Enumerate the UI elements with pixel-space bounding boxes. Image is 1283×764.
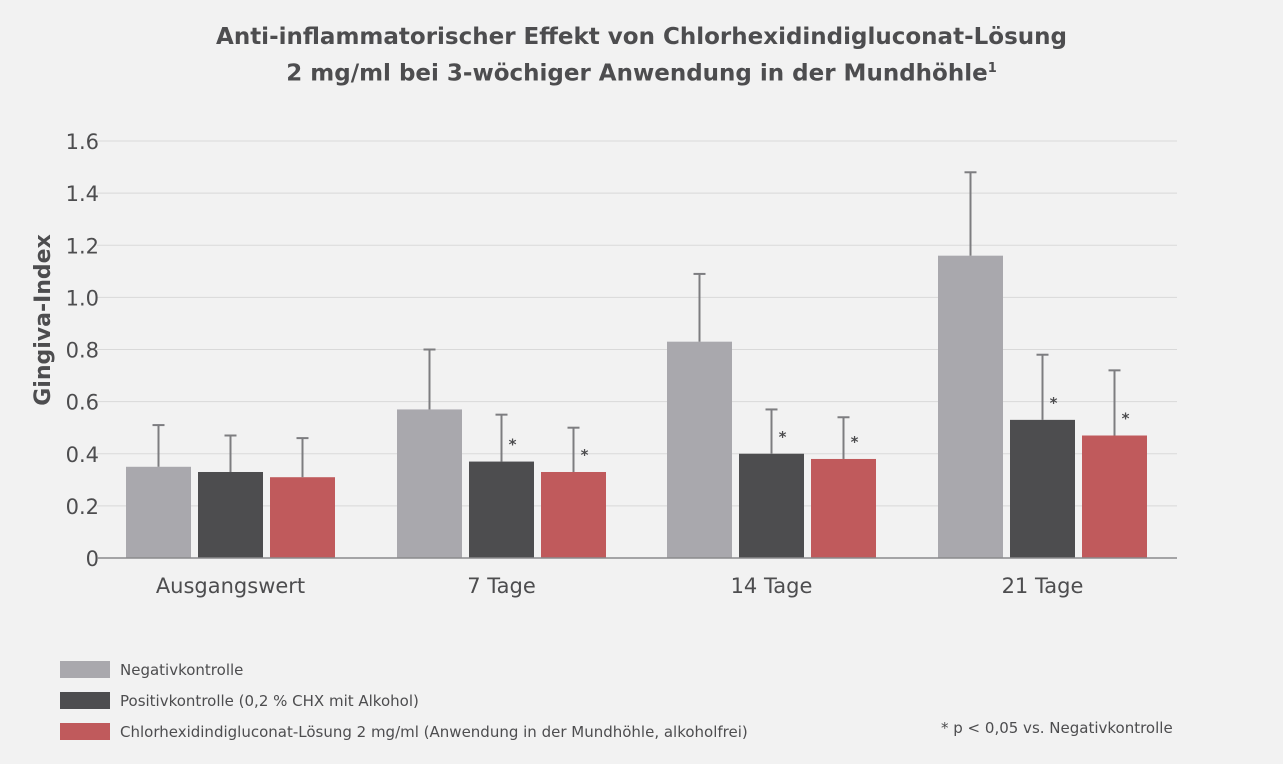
bar: [811, 458, 876, 558]
legend: Negativkontrolle Positivkontrolle (0,2 %…: [60, 654, 748, 747]
y-tick-label: 1.4: [66, 182, 99, 206]
y-tick-label: 0: [86, 547, 99, 571]
legend-item-positivkontrolle: Positivkontrolle (0,2 % CHX mit Alkohol): [60, 685, 748, 716]
title-footnote-mark: 1: [987, 61, 997, 76]
significance-marker: *: [1050, 394, 1058, 412]
y-tick-label: 0.2: [66, 495, 99, 519]
x-axis-tick-labels: Ausgangswert 7 Tage 14 Tage 21 Tage: [156, 574, 1084, 598]
x-tick-label: 21 Tage: [1002, 574, 1084, 598]
error-bar: [1036, 353, 1049, 420]
chart-title-line-1: Anti-inflammatorischer Effekt von Chlorh…: [216, 24, 1067, 50]
legend-item-chlorhexidin: Chlorhexidindigluconat-Lösung 2 mg/ml (A…: [60, 716, 748, 747]
legend-swatch: [60, 661, 110, 678]
y-tick-label: 0.4: [66, 443, 99, 467]
legend-label: Chlorhexidindigluconat-Lösung 2 mg/ml (A…: [120, 722, 748, 741]
y-axis-tick-labels: 0 0.2 0.4 0.6 0.8 1.0 1.2 1.4 1.6: [66, 130, 99, 571]
chart-title: Anti-inflammatorischer Effekt von Chlorh…: [0, 22, 1283, 90]
y-tick-label: 1.2: [66, 234, 99, 258]
bar: [667, 341, 732, 558]
chart-title-line-2-text: 2 mg/ml bei 3-wöchiger Anwendung in der …: [286, 60, 988, 87]
bar-chart: 0 0.2 0.4 0.6 0.8 1.0 1.2 1.4 1.6 * * * * * * Ausgang…: [31, 130, 1177, 598]
y-tick-label: 1.0: [66, 286, 99, 310]
bars: [126, 255, 1147, 559]
error-bar: [423, 348, 436, 410]
legend-swatch: [60, 692, 110, 709]
error-bars: [152, 171, 1121, 478]
bar: [938, 255, 1003, 559]
x-tick-label: Ausgangswert: [156, 574, 305, 598]
significance-marker: *: [1122, 410, 1130, 428]
error-bar: [495, 413, 508, 462]
y-axis-label: Gingiva-Index: [31, 234, 56, 406]
significance-marker: *: [779, 428, 787, 446]
legend-label: Positivkontrolle (0,2 % CHX mit Alkohol): [120, 691, 419, 710]
error-bar: [224, 434, 237, 472]
error-bar: [837, 416, 850, 459]
bar: [397, 409, 462, 558]
error-bar: [964, 171, 977, 256]
bar: [270, 477, 335, 558]
significance-markers: * * * * * *: [509, 394, 1130, 464]
error-bar: [765, 408, 778, 454]
legend-item-negativkontrolle: Negativkontrolle: [60, 654, 748, 685]
legend-label: Negativkontrolle: [120, 660, 244, 679]
y-tick-label: 0.6: [66, 391, 99, 415]
bar: [1082, 435, 1147, 558]
error-bar: [693, 272, 706, 342]
significance-footnote: * p < 0,05 vs. Negativkontrolle: [941, 719, 1173, 737]
x-tick-label: 7 Tage: [467, 574, 536, 598]
error-bar: [296, 437, 309, 478]
significance-marker: *: [509, 436, 517, 454]
bar: [126, 466, 191, 558]
error-bar: [567, 426, 580, 472]
bar: [1010, 419, 1075, 558]
y-tick-label: 0.8: [66, 339, 99, 363]
significance-marker: *: [851, 433, 859, 451]
bar: [541, 471, 606, 558]
error-bar: [1108, 369, 1121, 436]
legend-swatch: [60, 723, 110, 740]
significance-marker: *: [581, 446, 589, 464]
x-tick-label: 14 Tage: [731, 574, 813, 598]
bar: [469, 461, 534, 558]
chart-title-line-2: 2 mg/ml bei 3-wöchiger Anwendung in der …: [0, 53, 1283, 90]
bar: [198, 471, 263, 558]
y-tick-label: 1.6: [66, 130, 99, 154]
error-bar: [152, 424, 165, 467]
bar: [739, 453, 804, 558]
